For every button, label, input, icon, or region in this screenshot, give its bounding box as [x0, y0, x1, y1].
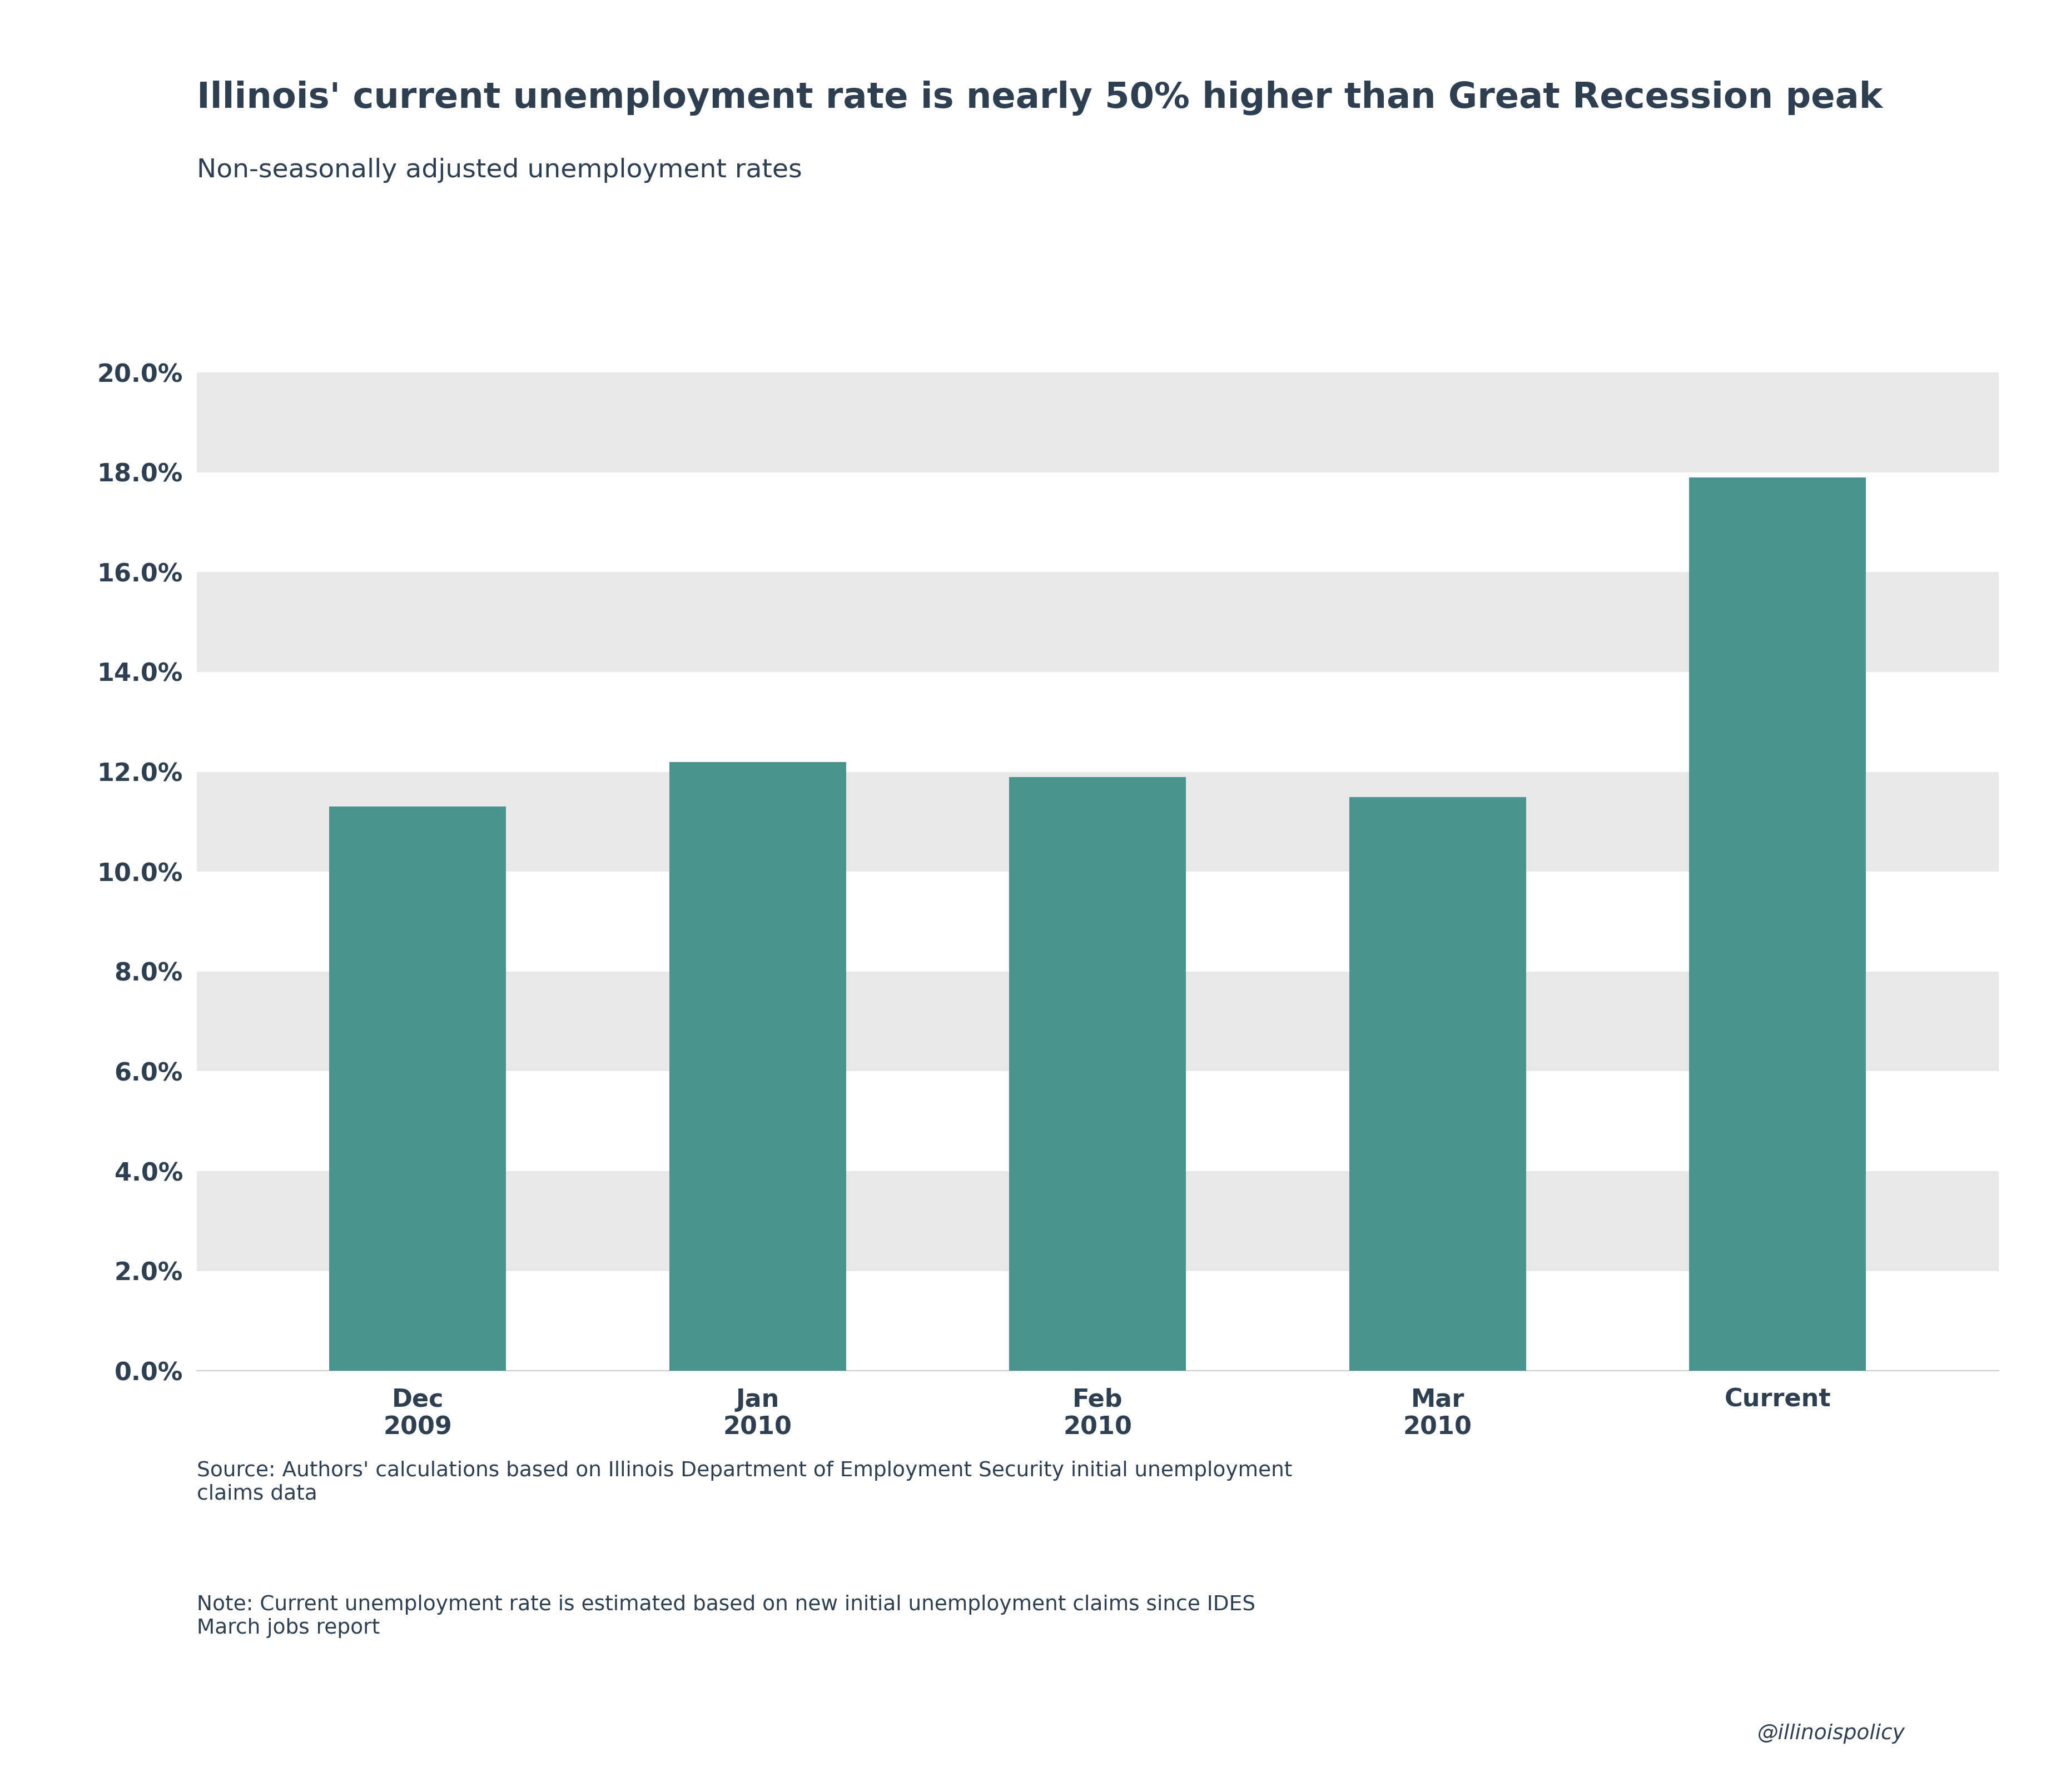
- Bar: [197, 971, 1999, 1072]
- Bar: [197, 373, 1999, 473]
- Bar: [1009, 778, 1187, 1371]
- Bar: [1690, 477, 1866, 1371]
- Text: Source: Authors' calculations based on Illinois Department of Employment Securit: Source: Authors' calculations based on I…: [197, 1460, 1292, 1503]
- Bar: [197, 1271, 1999, 1371]
- Bar: [197, 1072, 1999, 1172]
- Bar: [329, 806, 505, 1371]
- Text: Non-seasonally adjusted unemployment rates: Non-seasonally adjusted unemployment rat…: [197, 158, 801, 183]
- Bar: [197, 871, 1999, 971]
- Text: Illinois' current unemployment rate is nearly 50% higher than Great Recession pe: Illinois' current unemployment rate is n…: [197, 81, 1883, 116]
- Bar: [669, 762, 847, 1371]
- Bar: [197, 772, 1999, 871]
- Bar: [197, 1172, 1999, 1271]
- Bar: [197, 572, 1999, 672]
- Bar: [197, 473, 1999, 572]
- Bar: [197, 672, 1999, 772]
- Text: Note: Current unemployment rate is estimated based on new initial unemployment c: Note: Current unemployment rate is estim…: [197, 1595, 1255, 1638]
- Text: @illinoispolicy: @illinoispolicy: [1758, 1724, 1905, 1744]
- Bar: [1348, 797, 1526, 1371]
